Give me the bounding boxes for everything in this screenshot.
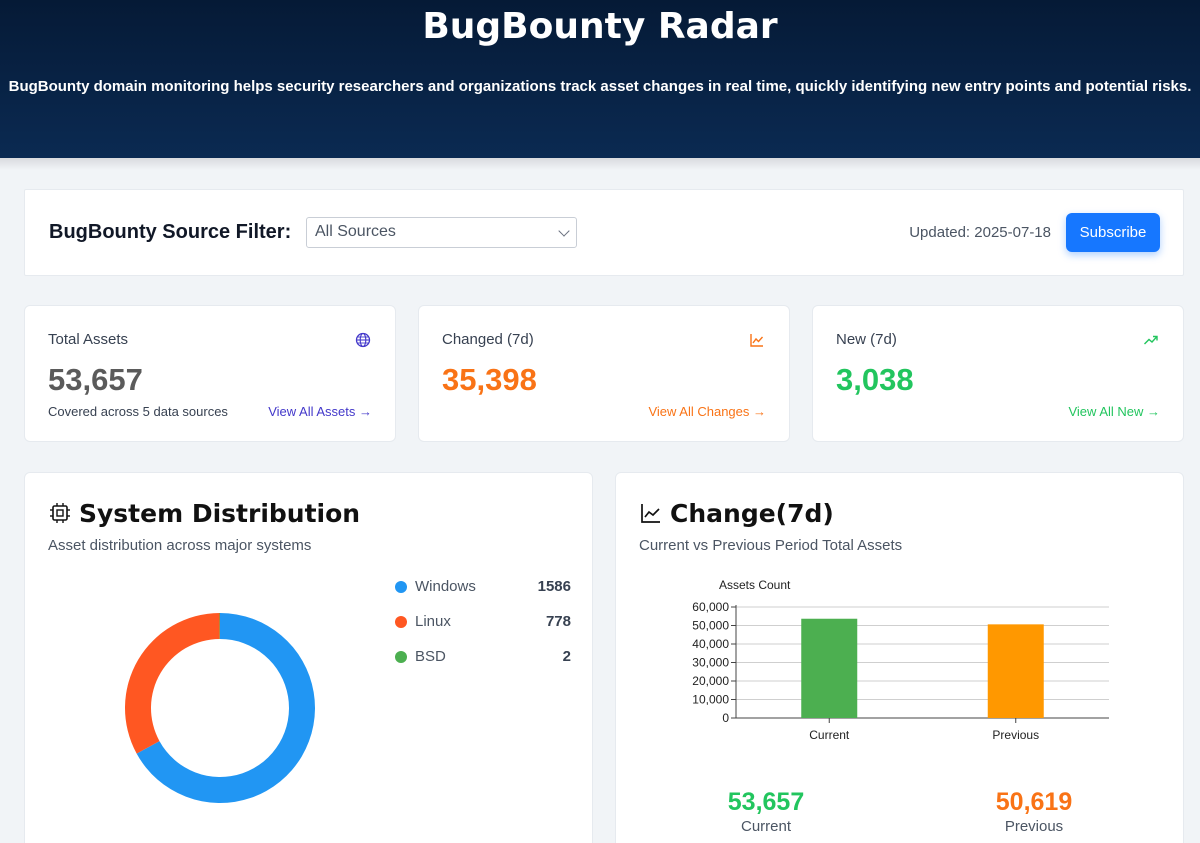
stat-value: 3,038 — [836, 362, 914, 397]
change-panel: Change(7d) Current vs Previous Period To… — [615, 472, 1184, 843]
line-chart-icon — [641, 504, 660, 523]
current-total-value: 53,657 — [727, 788, 805, 816]
header-shadow — [0, 158, 1200, 170]
system-distribution-panel: System Distribution Asset distribution a… — [24, 472, 593, 843]
stat-label: Changed (7d) — [442, 331, 534, 348]
y-tick-label: 40,000 — [692, 637, 729, 651]
system-donut-chart — [125, 613, 315, 803]
page-description: BugBounty domain monitoring helps securi… — [8, 78, 1192, 95]
y-axis-label: Assets Count — [719, 578, 791, 592]
panel-title: System Distribution — [79, 499, 361, 528]
legend-value: 1586 — [537, 578, 571, 595]
stat-value: 35,398 — [442, 362, 537, 397]
legend-label: BSD — [415, 648, 446, 665]
legend-dot — [395, 616, 407, 628]
y-tick-label: 60,000 — [692, 600, 729, 614]
donut-slice-bsd[interactable] — [219, 613, 220, 640]
legend-label: Linux — [415, 613, 451, 630]
donut-slice-linux[interactable] — [125, 613, 220, 754]
view-all-assets-link[interactable]: View All Assets → — [268, 404, 372, 419]
y-tick-label: 10,000 — [692, 693, 729, 707]
current-total-label: Current — [740, 818, 792, 835]
view-all-new-link[interactable]: View All New → — [1068, 404, 1160, 419]
chevron-down-icon — [558, 225, 570, 237]
stat-value: 53,657 — [48, 362, 143, 397]
stat-subtext: Covered across 5 data sources — [48, 404, 228, 419]
legend-dot — [395, 581, 407, 593]
new-card: New (7d) 3,038 View All New → — [812, 305, 1184, 442]
globe-icon — [355, 332, 371, 348]
hero-header: BugBounty Radar BugBounty domain monitor… — [0, 0, 1200, 158]
changed-card: Changed (7d) 35,398 View All Changes → — [418, 305, 790, 442]
total-assets-card: Total Assets 53,657 Covered across 5 dat… — [24, 305, 396, 442]
subscribe-button[interactable]: Subscribe — [1066, 213, 1160, 252]
source-filter-value: All Sources — [315, 223, 396, 240]
bar-previous[interactable] — [987, 624, 1044, 718]
bar-current[interactable] — [801, 618, 858, 718]
y-tick-label: 0 — [722, 711, 729, 725]
legend-value: 2 — [562, 648, 571, 665]
x-tick-label: Current — [809, 728, 850, 742]
stat-label: New (7d) — [836, 331, 897, 348]
previous-total-label: Previous — [1004, 818, 1064, 835]
previous-total-value: 50,619 — [995, 788, 1073, 816]
view-all-changes-link[interactable]: View All Changes → — [648, 404, 766, 419]
x-tick-label: Previous — [992, 728, 1039, 742]
trending-up-icon — [1144, 335, 1158, 345]
line-chart-icon — [750, 334, 764, 347]
y-tick-label: 20,000 — [692, 674, 729, 688]
cpu-icon — [50, 503, 70, 523]
donut-slice-windows[interactable] — [136, 613, 315, 803]
stat-label: Total Assets — [48, 331, 129, 348]
updated-date: Updated: 2025-07-18 — [909, 224, 1051, 241]
legend-value: 778 — [545, 613, 571, 630]
legend-item-linux[interactable]: Linux 778 — [395, 612, 571, 632]
source-filter-label: BugBounty Source Filter: — [49, 221, 292, 243]
legend-dot — [395, 651, 407, 663]
legend-item-bsd[interactable]: BSD 2 — [395, 647, 571, 667]
y-tick-label: 30,000 — [692, 656, 729, 670]
change-bar-chart: Assets Count 0 10,000 20,000 30,000 40,000 50,… — [692, 578, 1109, 742]
y-tick-label: 50,000 — [692, 619, 729, 633]
panel-subtitle: Asset distribution across major systems — [48, 537, 312, 554]
source-filter-select[interactable]: All Sources — [306, 217, 577, 248]
panel-subtitle: Current vs Previous Period Total Assets — [639, 537, 903, 554]
legend-label: Windows — [415, 578, 476, 595]
panel-title: Change(7d) — [670, 499, 834, 528]
page-title: BugBounty Radar — [422, 6, 778, 47]
filter-bar: BugBounty Source Filter: All Sources Upd… — [24, 189, 1184, 276]
legend-item-windows[interactable]: Windows 1586 — [395, 577, 571, 597]
